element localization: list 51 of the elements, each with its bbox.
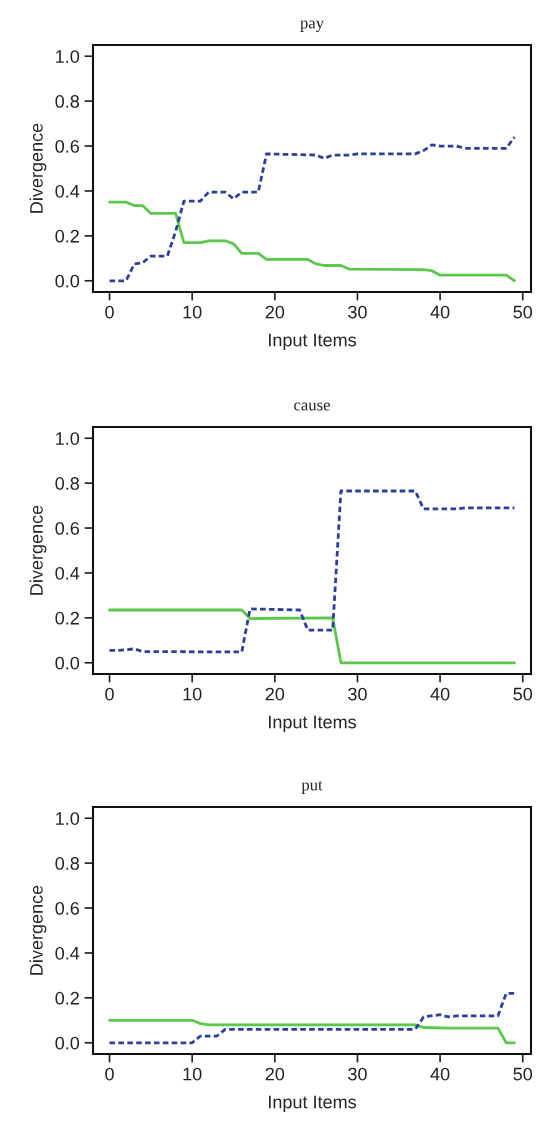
line-series	[108, 991, 516, 1045]
y-tick-label: 1.0	[56, 50, 80, 63]
line-series	[108, 608, 516, 665]
x-tick-label: 30	[348, 305, 367, 319]
x-tick-label: 10	[183, 305, 202, 319]
x-tick-label: 0	[105, 1067, 114, 1081]
line-series	[108, 200, 516, 283]
x-axis-title: Input Items	[269, 333, 357, 350]
chart-title: put	[301, 780, 323, 794]
x-axis-title: Input Items	[269, 1095, 357, 1112]
y-tick-label: 0.0	[55, 656, 80, 670]
y-tick-label: 0.6	[55, 139, 80, 153]
chart-title: pay	[300, 20, 324, 32]
x-tick-label: 40	[430, 1067, 450, 1081]
x-tick-label: 50	[513, 1067, 533, 1081]
y-tick-label: 0.0	[55, 274, 80, 288]
y-tick-label: 0.4	[55, 184, 80, 198]
y-tick-label: 0.4	[55, 566, 80, 580]
y-tick-label: 0.2	[55, 611, 79, 625]
line-series	[108, 1018, 516, 1045]
y-tick-label: 1.0	[56, 812, 80, 825]
y-axis-title: Divergence	[29, 123, 47, 213]
chart-title: cause	[294, 402, 330, 411]
x-tick-label: 40	[430, 305, 450, 319]
y-tick-label: 0.8	[55, 857, 80, 870]
x-tick-label: 20	[265, 1067, 285, 1081]
y-axis-title: Divergence	[29, 505, 47, 595]
x-tick-label: 30	[348, 1067, 367, 1081]
y-tick-label: 1.0	[56, 432, 80, 445]
y-tick-label: 0.8	[55, 477, 80, 490]
x-tick-label: 50	[513, 687, 533, 701]
x-axis-title: Input Items	[269, 715, 357, 732]
x-tick-label: 30	[348, 687, 367, 701]
x-tick-label: 40	[430, 687, 450, 701]
y-tick-label: 0.2	[55, 229, 79, 243]
x-tick-label: 0	[105, 687, 114, 701]
line-series	[108, 489, 516, 654]
x-tick-label: 10	[183, 1067, 202, 1081]
y-axis-title: Divergence	[29, 885, 47, 975]
x-tick-label: 20	[265, 687, 285, 701]
y-tick-label: 0.6	[55, 901, 80, 915]
y-tick-label: 0.8	[55, 95, 80, 108]
line-series	[108, 135, 516, 283]
x-tick-label: 20	[265, 305, 285, 319]
y-tick-label: 0.0	[55, 1036, 80, 1050]
y-tick-label: 0.2	[55, 991, 79, 1005]
x-tick-label: 50	[513, 305, 533, 319]
x-tick-label: 0	[105, 305, 114, 319]
x-tick-label: 10	[183, 687, 202, 701]
y-tick-label: 0.4	[55, 946, 80, 960]
y-tick-label: 0.6	[55, 521, 80, 535]
